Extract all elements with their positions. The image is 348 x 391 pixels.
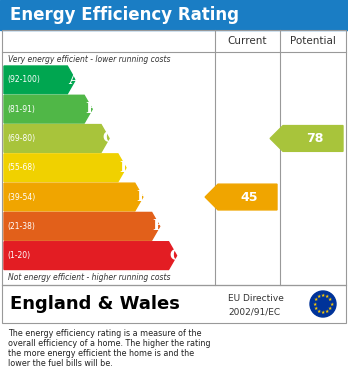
Polygon shape xyxy=(4,154,126,182)
Text: overall efficiency of a home. The higher the rating: overall efficiency of a home. The higher… xyxy=(8,339,211,348)
Polygon shape xyxy=(205,184,277,210)
Text: ★: ★ xyxy=(321,310,325,315)
Text: ★: ★ xyxy=(325,309,330,314)
Text: E: E xyxy=(136,190,148,204)
Text: C: C xyxy=(102,131,114,145)
Text: the more energy efficient the home is and the: the more energy efficient the home is an… xyxy=(8,349,194,358)
Text: ★: ★ xyxy=(317,294,321,299)
Text: Very energy efficient - lower running costs: Very energy efficient - lower running co… xyxy=(8,54,171,63)
Polygon shape xyxy=(4,125,109,152)
Text: 45: 45 xyxy=(241,190,258,204)
Text: ★: ★ xyxy=(317,309,321,314)
Text: 78: 78 xyxy=(306,132,324,145)
Polygon shape xyxy=(4,183,143,211)
Text: D: D xyxy=(119,161,132,175)
Text: ★: ★ xyxy=(329,301,334,307)
Text: ★: ★ xyxy=(321,293,325,298)
Bar xyxy=(2,30,346,285)
Text: Energy Efficiency Rating: Energy Efficiency Rating xyxy=(10,6,239,24)
Polygon shape xyxy=(4,66,75,94)
Text: ★: ★ xyxy=(314,297,318,302)
Polygon shape xyxy=(4,95,92,123)
Text: ★: ★ xyxy=(313,301,317,307)
Bar xyxy=(0,0,348,30)
Text: F: F xyxy=(153,219,164,233)
Text: ★: ★ xyxy=(328,297,332,302)
Text: Not energy efficient - higher running costs: Not energy efficient - higher running co… xyxy=(8,273,171,283)
Polygon shape xyxy=(4,212,160,240)
Text: The energy efficiency rating is a measure of the: The energy efficiency rating is a measur… xyxy=(8,329,201,338)
Text: (55-68): (55-68) xyxy=(7,163,35,172)
Text: Current: Current xyxy=(228,36,267,46)
Text: (69-80): (69-80) xyxy=(7,134,35,143)
Text: ★: ★ xyxy=(314,306,318,311)
Text: (21-38): (21-38) xyxy=(7,222,35,231)
Text: B: B xyxy=(85,102,98,116)
Text: (92-100): (92-100) xyxy=(7,75,40,84)
Polygon shape xyxy=(4,242,176,269)
Text: Potential: Potential xyxy=(290,36,336,46)
Text: EU Directive: EU Directive xyxy=(228,294,284,303)
Text: (81-91): (81-91) xyxy=(7,105,35,114)
Text: ★: ★ xyxy=(325,294,330,299)
Text: G: G xyxy=(169,249,183,263)
Text: ★: ★ xyxy=(328,306,332,311)
Text: England & Wales: England & Wales xyxy=(10,295,180,313)
Polygon shape xyxy=(270,126,343,151)
Text: 2002/91/EC: 2002/91/EC xyxy=(228,307,280,316)
Circle shape xyxy=(310,291,336,317)
Text: A: A xyxy=(68,73,80,87)
Text: (39-54): (39-54) xyxy=(7,192,35,201)
Bar xyxy=(2,285,346,323)
Text: (1-20): (1-20) xyxy=(7,251,30,260)
Text: lower the fuel bills will be.: lower the fuel bills will be. xyxy=(8,359,113,368)
